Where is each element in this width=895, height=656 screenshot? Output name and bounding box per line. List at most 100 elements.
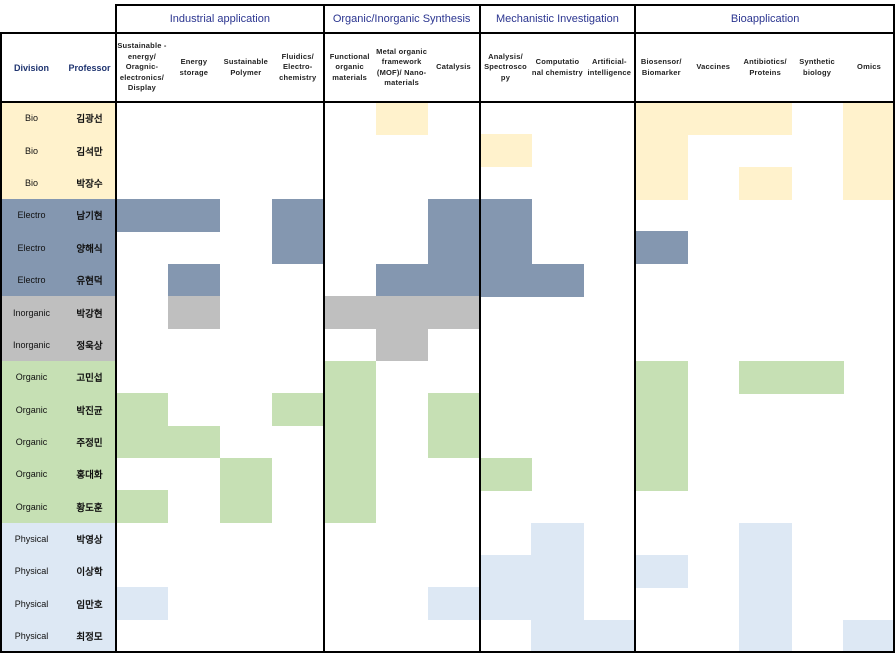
table-bottom-border: [0, 651, 895, 653]
column-header: Functional organic materials: [329, 51, 370, 82]
professor-cell: 양해식: [63, 231, 116, 265]
division-cell: Bio: [0, 166, 63, 200]
professor-cell: 주정민: [63, 425, 116, 459]
division-cell: Electro: [0, 199, 63, 232]
matrix-cell-filled: [635, 457, 688, 491]
professor-cell: 남기현: [63, 199, 116, 232]
professor-cell: 임만호: [63, 587, 116, 621]
column-header: Sustainable -energy/ Oragnic- electronic…: [117, 41, 167, 93]
matrix-cell-filled: [375, 102, 429, 135]
matrix-cell-filled: [116, 587, 169, 621]
column-header: Sustainable Polymer: [223, 57, 268, 77]
group-header: Bioapplication: [730, 13, 800, 25]
matrix-cell-filled: [167, 296, 221, 329]
matrix-cell-filled: [635, 134, 688, 168]
professor-cell: 황도훈: [63, 490, 116, 524]
matrix-cell-filled: [739, 166, 792, 200]
division-cell: Bio: [0, 134, 63, 168]
matrix-cell-filled: [323, 490, 377, 524]
matrix-cell-filled: [635, 360, 688, 394]
matrix-cell-filled: [427, 393, 481, 427]
matrix-cell-filled: [479, 587, 532, 621]
professor-cell: 최정모: [63, 619, 116, 653]
professor-cell: 이상학: [63, 554, 116, 588]
matrix-cell-filled: [116, 393, 169, 427]
division-cell: Physical: [0, 554, 63, 588]
professor-cell: 박영상: [63, 522, 116, 556]
group-divider: [115, 4, 117, 652]
professor-cell: 박강현: [63, 296, 116, 329]
matrix-cell-filled: [791, 360, 844, 394]
division-cell: Inorganic: [0, 296, 63, 329]
division-cell: Electro: [0, 231, 63, 265]
column-header: Computatio nal chemistry: [531, 57, 583, 77]
matrix-cell-filled: [843, 166, 895, 200]
matrix-cell-filled: [635, 102, 688, 135]
professor-cell: 김석만: [63, 134, 116, 168]
division-cell: Physical: [0, 587, 63, 621]
division-cell: Organic: [0, 393, 63, 427]
matrix-cell-filled: [583, 619, 636, 653]
matrix-cell-filled: [427, 587, 481, 621]
group-header: Mechanistic Investigation: [495, 13, 619, 25]
division-cell: Inorganic: [0, 328, 63, 362]
group-divider: [322, 4, 325, 652]
matrix-cell-filled: [323, 393, 377, 427]
matrix-cell-filled: [167, 199, 221, 232]
matrix-cell-filled: [479, 231, 532, 265]
matrix-cell-filled: [843, 102, 895, 135]
matrix-cell-filled: [375, 263, 429, 297]
professor-cell: 박진균: [63, 393, 116, 427]
matrix-cell-filled: [739, 587, 792, 621]
matrix-cell-filled: [479, 263, 532, 297]
matrix-cell-filled: [271, 393, 325, 427]
matrix-cell-filled: [739, 619, 792, 653]
division-cell: Bio: [0, 102, 63, 135]
matrix-cell-filled: [843, 619, 895, 653]
matrix-cell-filled: [479, 457, 532, 491]
group-divider: [634, 4, 637, 652]
matrix-cell-filled: [427, 199, 481, 232]
column-header: Antibiotics/ Proteins: [743, 57, 787, 77]
column-header: Omics: [857, 62, 881, 72]
matrix-cell-filled: [323, 360, 377, 394]
professor-header: Professor: [68, 62, 111, 73]
professor-cell: 유현덕: [63, 263, 116, 297]
column-header: Vaccines: [696, 62, 731, 72]
column-header: Catalysis: [436, 62, 471, 72]
matrix-cell-filled: [271, 231, 325, 265]
matrix-cell-filled: [116, 490, 169, 524]
group-divider: [893, 4, 895, 652]
matrix-cell-filled: [739, 522, 792, 556]
matrix-cell-filled: [219, 490, 273, 524]
matrix-cell-filled: [531, 619, 584, 653]
column-header: Artificial- intelligence: [587, 57, 632, 77]
matrix-cell-filled: [427, 296, 481, 329]
column-header: Biosensor/ Biomarker: [640, 57, 682, 77]
column-header: Fluidics/ Electro- chemistry: [279, 51, 317, 82]
matrix-cell-filled: [167, 263, 221, 297]
division-cell: Electro: [0, 263, 63, 297]
professor-cell: 박장수: [63, 166, 116, 200]
group-divider: [478, 4, 481, 652]
matrix-cell-filled: [167, 425, 221, 459]
column-header: Metal organic framework (MOF)/ Nano- mat…: [376, 46, 428, 88]
division-cell: Physical: [0, 619, 63, 653]
column-header: Analysis/ Spectrosco py: [484, 51, 527, 82]
matrix-cell-filled: [375, 296, 429, 329]
column-header: Synthetic biology: [799, 57, 835, 77]
matrix-cell-filled: [635, 425, 688, 459]
matrix-cell-filled: [531, 587, 584, 621]
matrix-cell-filled: [635, 393, 688, 427]
matrix-cell-filled: [479, 134, 532, 168]
top-border: [116, 4, 895, 6]
matrix-cell-filled: [116, 425, 169, 459]
column-header: Energy storage: [179, 57, 209, 77]
matrix-cell-filled: [739, 102, 792, 135]
matrix-cell-filled: [271, 199, 325, 232]
division-cell: Organic: [0, 490, 63, 524]
matrix-cell-filled: [116, 199, 169, 232]
matrix-cell-filled: [635, 554, 688, 588]
professor-cell: 홍대화: [63, 457, 116, 491]
matrix-cell-filled: [479, 554, 532, 588]
